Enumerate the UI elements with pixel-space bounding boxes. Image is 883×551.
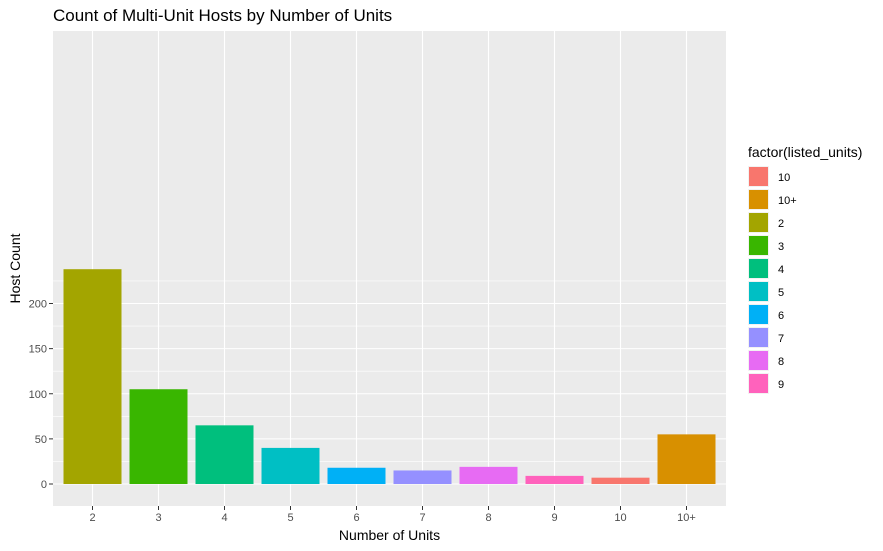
bar-7 <box>393 470 452 484</box>
x-tick-label: 2 <box>89 512 95 524</box>
legend-swatch <box>749 351 768 370</box>
y-tick-label: 0 <box>41 479 47 491</box>
legend-label: 3 <box>778 241 784 253</box>
chart-title: Count of Multi-Unit Hosts by Number of U… <box>53 6 393 25</box>
y-axis-ticks: 0 50 100 150 200 <box>29 299 53 491</box>
legend-swatch <box>749 213 768 232</box>
bar-5 <box>261 447 320 484</box>
x-tick-label: 6 <box>353 512 359 524</box>
legend-label: 8 <box>778 356 784 368</box>
y-axis-title: Host Count <box>7 233 23 303</box>
bar-2 <box>63 269 122 484</box>
bar-10 <box>591 477 650 484</box>
legend-label: 2 <box>778 218 784 230</box>
legend-swatch <box>749 236 768 255</box>
legend-label: 9 <box>778 379 784 391</box>
x-tick-label: 3 <box>155 512 161 524</box>
legend-label: 10+ <box>778 195 797 207</box>
legend-label: 5 <box>778 287 784 299</box>
x-tick-label: 10 <box>614 512 626 524</box>
bars <box>63 269 716 484</box>
legend-swatch <box>749 282 768 301</box>
legend-swatch <box>749 328 768 347</box>
bar-3 <box>129 389 188 484</box>
x-axis-ticks: 2 3 4 5 6 7 8 9 10 10+ <box>89 506 696 524</box>
bar-10plus <box>657 434 716 484</box>
legend-label: 4 <box>778 264 784 276</box>
x-tick-label: 5 <box>287 512 293 524</box>
y-tick-label: 150 <box>29 344 47 356</box>
x-tick-label: 4 <box>221 512 227 524</box>
legend-label: 6 <box>778 310 784 322</box>
legend-swatch <box>749 259 768 278</box>
y-tick-label: 100 <box>29 389 47 401</box>
bar-6 <box>327 467 386 484</box>
legend-swatch <box>749 190 768 209</box>
legend-swatch <box>749 305 768 324</box>
legend: factor(listed_units) 10 10+ 2 3 4 5 6 7 8 9 <box>748 144 862 394</box>
x-tick-label: 9 <box>551 512 557 524</box>
legend-label: 10 <box>778 172 790 184</box>
legend-label: 7 <box>778 333 784 345</box>
bar-8 <box>459 466 518 484</box>
y-tick-label: 50 <box>35 434 47 446</box>
legend-swatch <box>749 167 768 186</box>
bar-9 <box>525 475 584 484</box>
x-axis-title: Number of Units <box>339 527 440 543</box>
legend-swatch <box>749 374 768 393</box>
x-tick-label: 8 <box>485 512 491 524</box>
x-tick-label: 7 <box>419 512 425 524</box>
x-tick-label: 10+ <box>677 512 696 524</box>
y-tick-label: 200 <box>29 299 47 311</box>
bar-4 <box>195 425 254 484</box>
legend-title: factor(listed_units) <box>748 144 862 160</box>
